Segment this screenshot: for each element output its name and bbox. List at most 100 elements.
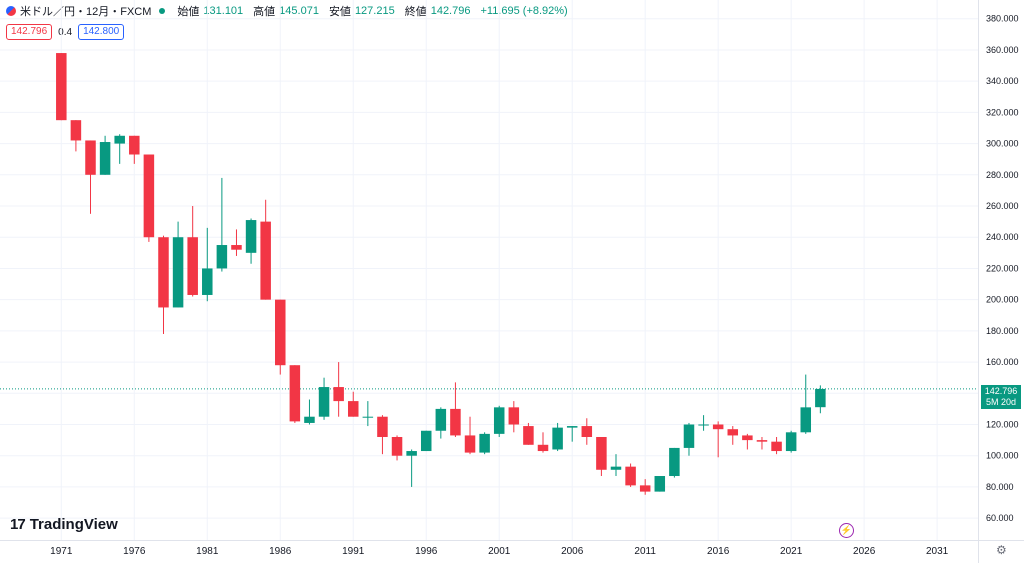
candle-body (450, 408, 461, 436)
tradingview-logo[interactable]: 17 TradingView (10, 516, 118, 533)
last-price-tag: 142.796 5M 20d (981, 385, 1021, 409)
high-label: 高値 (253, 6, 276, 18)
y-tick-label: 60.000 (986, 513, 1014, 523)
trade-row: 142.796 0.4 142.800 (6, 24, 125, 40)
tradingview-logo-mark: 17 (10, 516, 26, 533)
candle-body (669, 447, 680, 477)
candle-body (785, 432, 797, 452)
candle-body (231, 245, 242, 250)
candle-body (800, 407, 812, 433)
x-tick-label: 2011 (634, 546, 656, 557)
settings-gear-icon[interactable]: ⚙ (996, 543, 1007, 557)
candle-body (347, 401, 359, 417)
candle-body (289, 365, 301, 422)
candle-body (479, 433, 490, 453)
x-tick-label: 2006 (561, 546, 584, 557)
candle-body (727, 429, 739, 436)
y-tick-label: 260.000 (986, 201, 1019, 211)
x-tick-label: 1996 (415, 546, 438, 557)
candle-body (70, 120, 82, 141)
open-value: 131.101 (203, 5, 244, 17)
candle-body (143, 154, 155, 238)
close-value: 142.796 (430, 5, 471, 17)
candle-body (187, 237, 198, 295)
y-tick-label: 220.000 (986, 263, 1019, 273)
candle-body (304, 416, 315, 423)
candle-body (362, 416, 374, 418)
candle-body (596, 436, 607, 470)
candle-body (377, 416, 388, 437)
candle-body (435, 408, 447, 431)
candle-body (508, 407, 520, 425)
candle-body (742, 435, 753, 441)
candle-body (216, 245, 228, 269)
x-tick-label: 1971 (50, 546, 73, 557)
candle-body (275, 299, 286, 366)
flash-event-icon[interactable]: ⚡ (839, 523, 854, 538)
candle-body (85, 140, 96, 175)
candle-body (566, 426, 578, 428)
y-tick-label: 120.000 (986, 420, 1019, 430)
buy-button[interactable]: 142.800 (78, 24, 125, 40)
candle-body (420, 430, 432, 452)
y-tick-label: 160.000 (986, 357, 1019, 367)
candle-body (537, 444, 549, 452)
candle-body (493, 407, 505, 434)
y-tick-label: 100.000 (986, 451, 1019, 461)
y-tick-label: 180.000 (986, 326, 1019, 336)
spread-value: 0.4 (58, 26, 73, 38)
candle-body (406, 451, 417, 456)
bar-countdown: 5M 20d (985, 397, 1017, 407)
x-tick-label: 1981 (196, 546, 219, 557)
candle-body (654, 476, 666, 492)
x-tick-label: 1991 (342, 546, 365, 557)
candle-body (260, 221, 271, 300)
candle-body (158, 237, 169, 308)
candle-body (333, 387, 344, 402)
candle-body (99, 142, 111, 175)
y-tick-label: 360.000 (986, 45, 1019, 55)
y-tick-label: 380.000 (986, 14, 1019, 24)
y-tick-label: 80.000 (986, 482, 1014, 492)
candle-body (391, 436, 403, 456)
y-tick-label: 300.000 (986, 139, 1019, 149)
candle-body (712, 424, 724, 430)
y-tick-label: 240.000 (986, 232, 1019, 242)
tradingview-logo-text: TradingView (29, 516, 118, 533)
symbol-title[interactable]: 米ドル／円・12月・FXCM (20, 6, 152, 18)
x-tick-label: 2001 (488, 546, 511, 557)
y-tick-label: 320.000 (986, 107, 1019, 117)
y-tick-label: 200.000 (986, 295, 1019, 305)
candle-body (698, 424, 709, 426)
low-value: 127.215 (354, 5, 395, 17)
y-tick-label: 340.000 (986, 76, 1019, 86)
candle-body (552, 427, 563, 450)
candle-body (756, 440, 768, 442)
candle-body (610, 466, 622, 470)
x-tick-label: 2026 (853, 546, 876, 557)
currency-pair-icon (6, 6, 16, 16)
close-label: 終値 (404, 6, 427, 18)
x-tick-label: 2016 (707, 546, 730, 557)
last-price-value: 142.796 (984, 386, 1018, 396)
candle-body (523, 426, 534, 445)
chart-header: 米ドル／円・12月・FXCM 始値 131.101 高値 145.071 安値 127… (6, 4, 574, 18)
candle-body (318, 387, 330, 417)
candle-body (815, 388, 826, 408)
x-tick-label: 2031 (926, 546, 949, 557)
x-tick-label: 1976 (123, 546, 146, 557)
high-value: 145.071 (279, 5, 319, 17)
candle-body (464, 435, 476, 453)
candle-body (771, 441, 782, 452)
sell-button[interactable]: 142.796 (6, 24, 53, 40)
x-tick-label: 2021 (780, 546, 803, 557)
change-value: +11.695 (+8.92%) (480, 5, 568, 17)
y-tick-label: 280.000 (986, 170, 1019, 180)
candle-body (114, 135, 125, 144)
candle-body (56, 53, 67, 121)
open-label: 始値 (177, 6, 200, 18)
candle-body (245, 220, 257, 253)
candle-body (683, 424, 695, 448)
x-tick-label: 1986 (269, 546, 292, 557)
